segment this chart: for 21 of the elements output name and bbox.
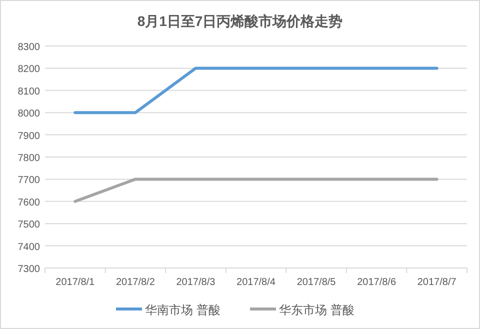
y-tick-label: 7900 — [18, 130, 40, 142]
legend-label: 华南市场 普酸 — [145, 303, 220, 317]
x-tick-label: 2017/8/1 — [56, 277, 96, 288]
y-tick-label: 7300 — [18, 264, 40, 275]
x-tick-label: 2017/8/3 — [176, 277, 216, 288]
x-tick-label: 2017/8/2 — [116, 277, 156, 288]
x-tick-label: 2017/8/7 — [417, 277, 457, 288]
y-tick-label: 7700 — [18, 175, 40, 186]
y-tick-label: 7600 — [18, 197, 40, 208]
y-tick-label: 7400 — [18, 242, 40, 253]
y-tick-label: 7800 — [18, 153, 40, 164]
legend-label: 华东市场 普酸 — [279, 303, 354, 317]
y-tick-label: 7500 — [18, 220, 40, 231]
x-tick-label: 2017/8/6 — [357, 277, 396, 288]
chart-title: 8月1日至7日丙烯酸市场价格走势 — [137, 13, 343, 29]
x-tick-label: 2017/8/5 — [296, 277, 336, 288]
y-tick-label: 8100 — [18, 86, 40, 98]
y-tick-label: 8200 — [18, 64, 40, 76]
y-tick-label: 8300 — [18, 42, 40, 53]
x-tick-label: 2017/8/4 — [236, 277, 276, 288]
y-tick-label: 8000 — [18, 108, 40, 120]
